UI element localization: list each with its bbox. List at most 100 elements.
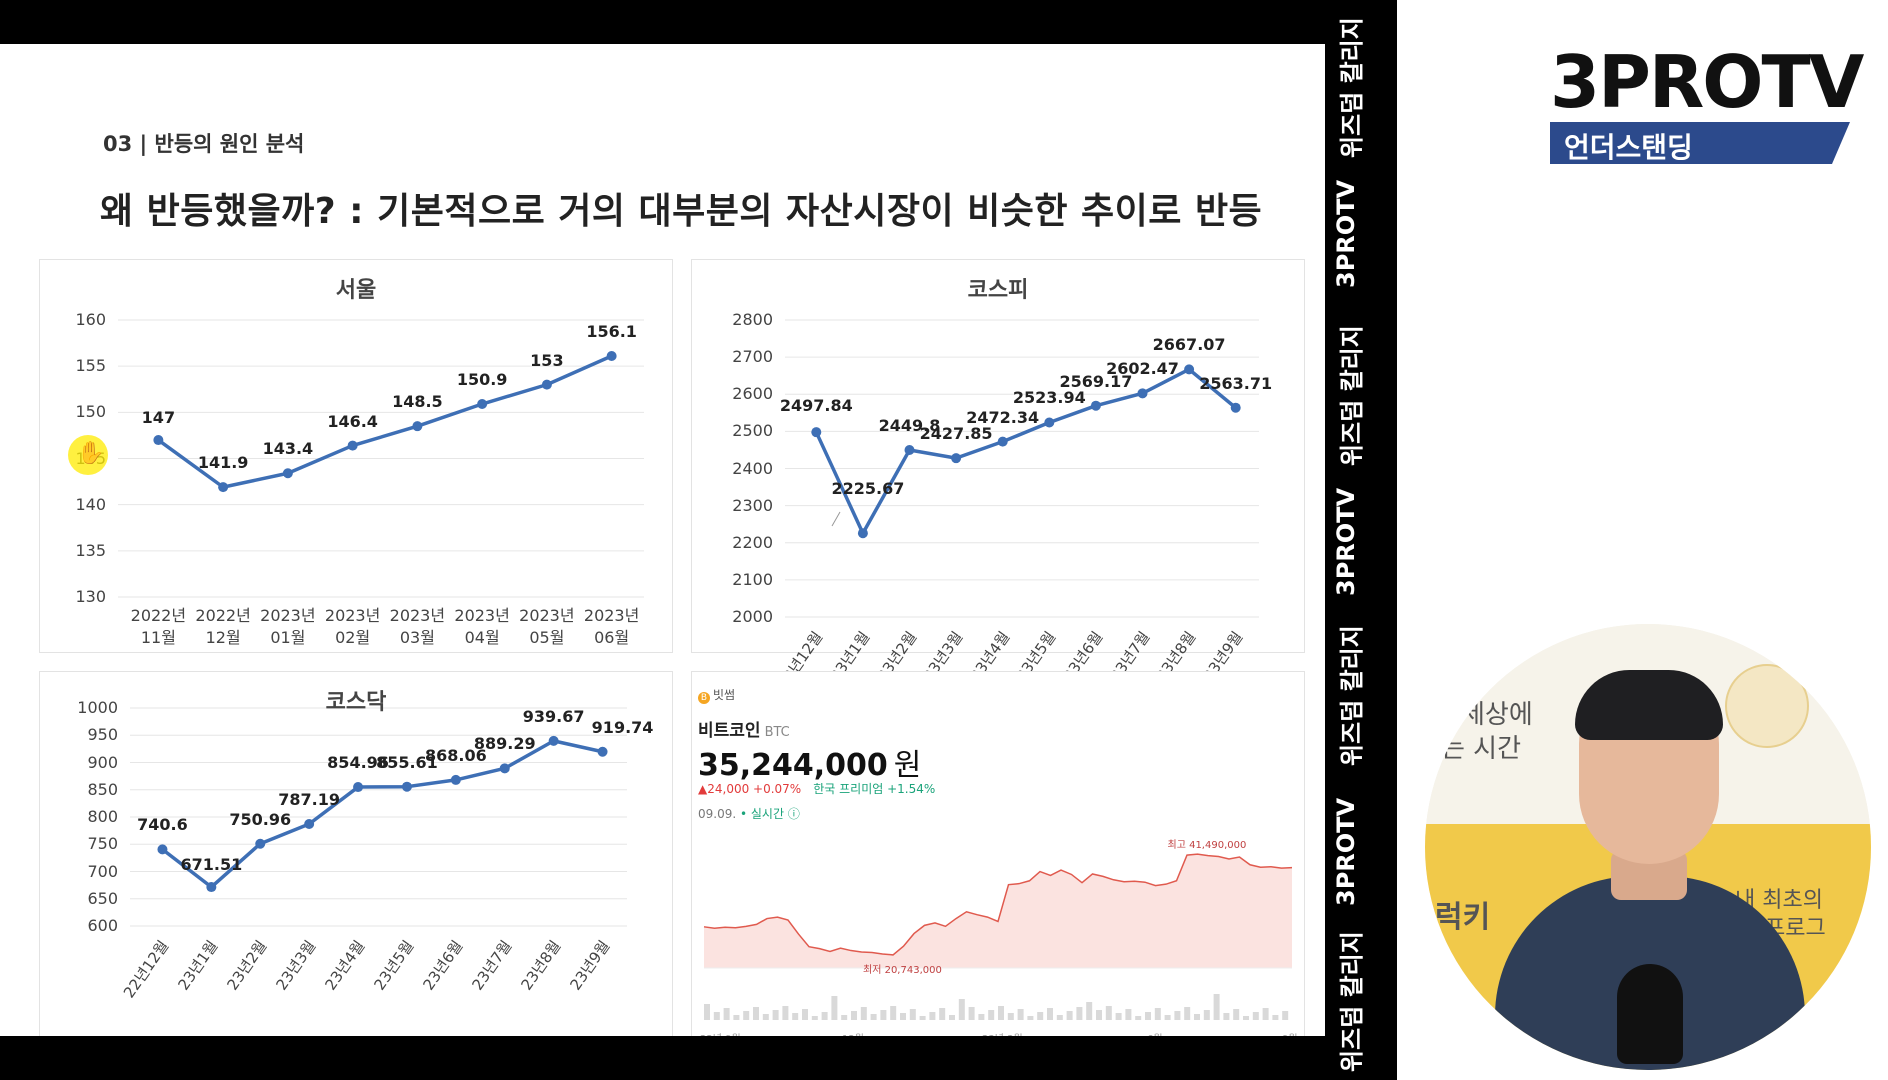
- x-tick-label: 9월: [1282, 1030, 1298, 1036]
- chart-title: 서울: [335, 278, 377, 303]
- data-label: 2602.47: [1106, 359, 1179, 379]
- vertical-label: 3PROTV: [1332, 179, 1360, 288]
- chart-panel-kosdaq: 코스닥 600 650 700 750 800 850 900 950 1000 740.6 671…: [39, 671, 673, 1036]
- section-label: 03 | 반등의 원인 분석: [103, 132, 305, 156]
- volume-bar: [1047, 1008, 1053, 1020]
- volume-bar: [802, 1009, 808, 1020]
- y-tick-label: 2700: [732, 347, 773, 367]
- x-tick-line-1: 2023년: [389, 606, 446, 625]
- x-tick-line-1: 2023년: [519, 606, 575, 625]
- data-label: 854.96: [327, 753, 389, 773]
- data-label: 889.29: [473, 734, 536, 754]
- volume-bar: [949, 1015, 955, 1020]
- data-label: 939.67: [522, 706, 585, 726]
- volume-bar: [811, 1016, 818, 1020]
- volume-bar: [1154, 1008, 1161, 1020]
- volume-bar: [968, 1007, 975, 1020]
- y-tick-label: 135: [75, 540, 106, 560]
- volume-bar: [1164, 1015, 1171, 1020]
- y-tick-label: 800: [87, 807, 118, 826]
- y-tick-label: 2100: [732, 569, 773, 589]
- x-tick-label: 2023년 04월: [442, 605, 522, 649]
- x-tick-line-2: 05월: [529, 628, 565, 647]
- volume-bar: [1135, 1016, 1142, 1020]
- volume-bar: [870, 1014, 877, 1020]
- data-point: [541, 379, 552, 390]
- volume-bar: [831, 996, 838, 1020]
- volume-bar: [1076, 1007, 1083, 1020]
- x-tick-line-2: 04월: [464, 628, 500, 647]
- y-tick-label: 900: [87, 752, 118, 772]
- x-tick-line-1: 2023년: [583, 606, 640, 625]
- coin-ticker: BTC: [764, 725, 790, 740]
- volume-bar: [1194, 1014, 1200, 1020]
- y-tick-label: 155: [75, 356, 106, 376]
- vertical-label: 위즈덤 칼리지: [1338, 931, 1366, 1072]
- pointer-highlight: ✋: [68, 435, 108, 475]
- x-tick-line-2: 02월: [335, 628, 371, 647]
- poster-text: 세상에: [1461, 700, 1533, 730]
- btc-area-chart: [703, 853, 1293, 1020]
- data-label: 2449.8: [878, 416, 941, 435]
- volume-bar: [890, 1006, 897, 1020]
- y-tick-label: 2300: [732, 495, 773, 515]
- data-point: [206, 882, 217, 893]
- line-chart: [118, 319, 644, 598]
- data-point: [347, 440, 358, 451]
- x-tick-label: 22년 9월: [700, 1030, 741, 1036]
- volume-bar: [1037, 1012, 1044, 1020]
- volume-bar: [909, 1009, 916, 1020]
- chart-panel-seoul: 서울 130135140145150155160147141.9143.4146…: [39, 259, 673, 653]
- x-tick-line-1: 2022년: [195, 606, 251, 625]
- x-tick-line-1: 2023년: [260, 606, 316, 625]
- channel-logo: 3PROTV: [1550, 40, 1864, 124]
- x-tick-label: 2023년 06월: [572, 605, 652, 649]
- volume-bar: [1017, 1009, 1024, 1020]
- korea-premium: 한국 프리미엄 +1.54%: [813, 782, 936, 796]
- channel-subtitle-badge: 언더스탠딩: [1550, 122, 1850, 164]
- series-line: [157, 354, 613, 489]
- volume-bar: [704, 1004, 710, 1020]
- data-label: 141.9: [197, 453, 249, 473]
- data-label: 2497.84: [779, 396, 853, 416]
- volume-bar: [1184, 1007, 1191, 1020]
- y-tick-label: 140: [75, 494, 106, 514]
- y-tick-label: 1000: [77, 698, 118, 717]
- data-label: 868.06: [424, 745, 487, 765]
- volume-bar: [1096, 1010, 1102, 1020]
- y-tick-label: 2200: [732, 532, 773, 552]
- data-point: [606, 351, 617, 362]
- data-label: 153: [530, 350, 564, 370]
- data-label: 2427.85: [919, 424, 993, 444]
- y-tick-label: 150: [75, 402, 106, 422]
- x-tick-line-2: 06월: [594, 628, 630, 647]
- x-tick-label: 2023년 01월: [248, 605, 328, 649]
- volume-bar: [919, 1016, 926, 1020]
- data-label: 787.19: [278, 789, 341, 809]
- x-tick-line-1: 2023년: [454, 606, 510, 625]
- price-unit: 원: [893, 748, 922, 783]
- volume-bar: [723, 1008, 730, 1020]
- y-tick-label: 2600: [732, 384, 773, 404]
- vertical-label: 위즈덤 칼리지: [1338, 325, 1366, 466]
- volume-bar: [851, 1011, 857, 1020]
- y-tick-label: 750: [87, 834, 118, 854]
- volume-bar: [1174, 1011, 1181, 1020]
- chart-title: 코스닥: [325, 690, 387, 715]
- data-point: [477, 399, 488, 410]
- data-label: 2225.67: [831, 479, 905, 499]
- data-point: [282, 468, 293, 479]
- volume-bar: [900, 1013, 906, 1020]
- x-tick-line-1: 2023년: [324, 606, 381, 625]
- exchange-brand: B 빗썸: [698, 686, 735, 704]
- x-tick-label: 6월: [1147, 1030, 1163, 1036]
- y-tick-label: 160: [75, 310, 106, 329]
- volume-bar: [978, 1014, 985, 1020]
- volume-bar: [821, 1012, 828, 1020]
- data-point: [353, 782, 364, 793]
- data-label: 740.6: [137, 815, 188, 835]
- x-tick-label: 2022년 12월: [183, 605, 263, 649]
- y-tick-label: 2000: [732, 607, 773, 626]
- x-tick-label: 2023년 02월: [313, 605, 393, 649]
- price-line: [703, 853, 1293, 956]
